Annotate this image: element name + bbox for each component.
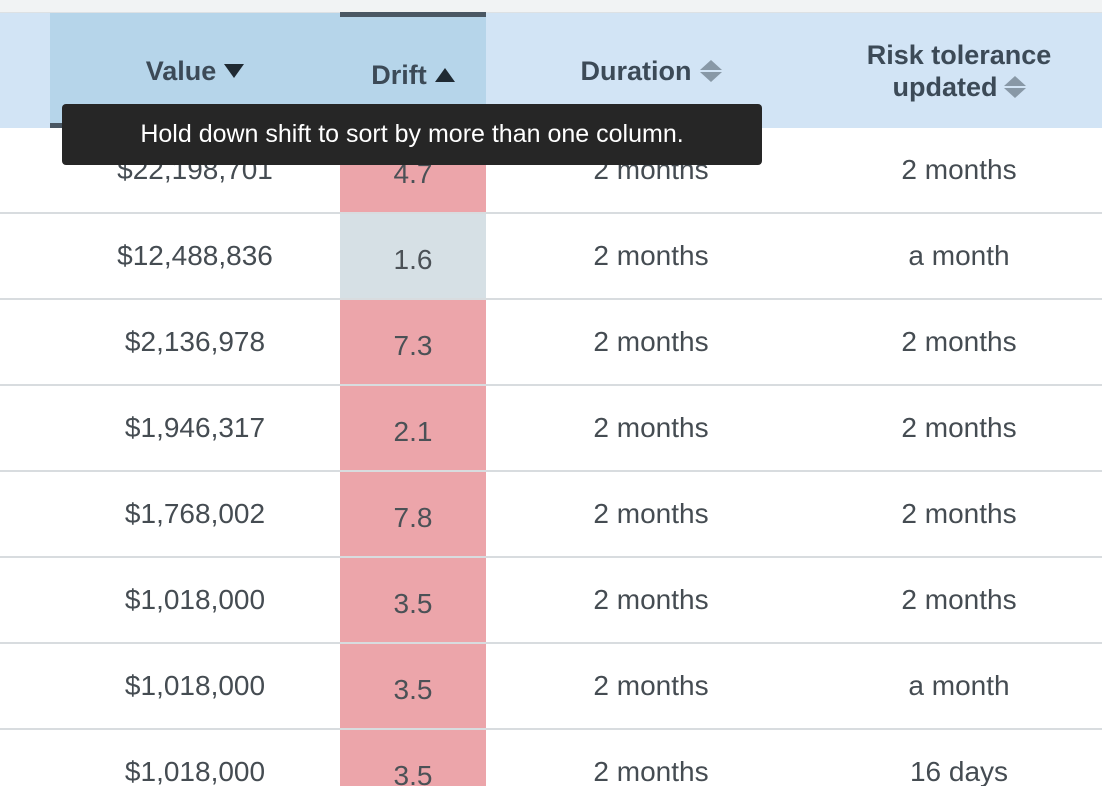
column-header-drift-label: Drift bbox=[371, 59, 427, 90]
cell-value: $2,136,978 bbox=[124, 326, 266, 357]
column-header-duration-label: Duration bbox=[580, 55, 692, 86]
table-row[interactable]: $1,768,002 7.8 2 months 2 months bbox=[0, 472, 1102, 558]
column-header-duration[interactable]: Duration bbox=[486, 13, 816, 128]
cell-risk-tolerance-updated: 2 months bbox=[901, 498, 1017, 529]
cell-drift: 3.5 bbox=[340, 558, 486, 642]
cell-duration: 2 months bbox=[593, 240, 709, 271]
sort-tooltip: Hold down shift to sort by more than one… bbox=[62, 104, 762, 165]
cell-drift: 3.5 bbox=[340, 730, 486, 786]
sort-both-icon bbox=[699, 59, 722, 82]
cell-value: $1,768,002 bbox=[124, 498, 266, 529]
sort-both-icon bbox=[1003, 75, 1026, 98]
cell-drift: 2.1 bbox=[340, 386, 486, 470]
table-row[interactable]: $1,018,000 3.5 2 months a month bbox=[0, 644, 1102, 730]
table-row[interactable]: $12,488,836 1.6 2 months a month bbox=[0, 214, 1102, 300]
cell-duration: 2 months bbox=[593, 412, 709, 443]
table-row[interactable]: $1,018,000 3.5 2 months 2 months bbox=[0, 558, 1102, 644]
cell-value: $1,018,000 bbox=[124, 756, 266, 786]
sort-asc-icon bbox=[434, 67, 455, 82]
cell-drift: 1.6 bbox=[340, 214, 486, 298]
cell-value: $12,488,836 bbox=[117, 240, 273, 271]
cell-duration: 2 months bbox=[593, 584, 709, 615]
cell-drift: 7.3 bbox=[340, 300, 486, 384]
cell-duration: 2 months bbox=[593, 498, 709, 529]
cell-value: $1,018,000 bbox=[124, 670, 266, 701]
table-row[interactable]: $1,946,317 2.1 2 months 2 months bbox=[0, 386, 1102, 472]
table-row[interactable]: $2,136,978 7.3 2 months 2 months bbox=[0, 300, 1102, 386]
cell-duration: 2 months bbox=[593, 756, 709, 786]
cell-drift: 3.5 bbox=[340, 644, 486, 728]
sort-desc-icon bbox=[224, 63, 245, 78]
sort-tooltip-text: Hold down shift to sort by more than one… bbox=[140, 120, 684, 148]
cell-risk-tolerance-updated: 2 months bbox=[901, 584, 1017, 615]
cell-risk-tolerance-updated: 16 days bbox=[909, 756, 1009, 786]
table-body: $22,198,701 4.7 2 months 2 months $12,488,83… bbox=[0, 127, 1102, 786]
cell-value: $1,018,000 bbox=[124, 584, 266, 615]
cell-value: $1,946,317 bbox=[124, 412, 266, 443]
column-header-risk-tolerance-updated[interactable]: Risk tolerance updated bbox=[816, 13, 1102, 128]
cell-risk-tolerance-updated: 2 months bbox=[901, 412, 1017, 443]
cell-drift: 7.8 bbox=[340, 472, 486, 556]
column-header-risk-label-line1: Risk tolerance bbox=[866, 39, 1052, 70]
cell-duration: 2 months bbox=[593, 670, 709, 701]
cell-risk-tolerance-updated: a month bbox=[908, 670, 1010, 701]
cell-risk-tolerance-updated: a month bbox=[908, 240, 1010, 271]
value-sort-indicator-bar bbox=[50, 123, 64, 128]
cell-risk-tolerance-updated: 2 months bbox=[901, 153, 1017, 185]
column-header-risk-label-line2: updated bbox=[892, 71, 998, 102]
column-header-value-label: Value bbox=[145, 55, 217, 86]
table-row[interactable]: $1,018,000 3.5 2 months 16 days bbox=[0, 730, 1102, 786]
cell-risk-tolerance-updated: 2 months bbox=[901, 326, 1017, 357]
cell-duration: 2 months bbox=[593, 326, 709, 357]
top-divider bbox=[0, 0, 1102, 13]
